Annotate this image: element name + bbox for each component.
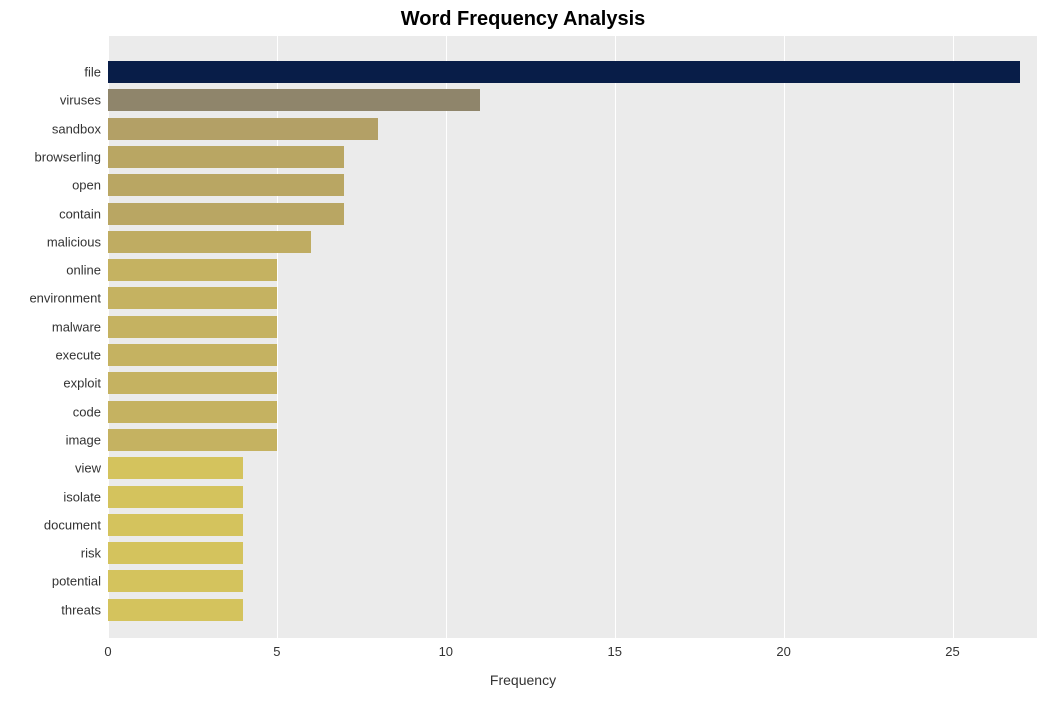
y-label: view <box>75 461 101 476</box>
bar <box>108 372 277 394</box>
bar <box>108 203 344 225</box>
y-label: file <box>84 65 101 80</box>
y-label: viruses <box>60 93 101 108</box>
x-tick-label: 25 <box>945 644 959 659</box>
bar <box>108 89 480 111</box>
bar <box>108 344 277 366</box>
x-tick-label: 10 <box>439 644 453 659</box>
bar <box>108 231 311 253</box>
x-tick-label: 20 <box>776 644 790 659</box>
plot-area <box>108 36 1037 638</box>
y-label: threats <box>61 602 101 617</box>
y-label: malware <box>52 319 101 334</box>
y-label: environment <box>29 291 101 306</box>
bar <box>108 486 243 508</box>
x-tick-label: 0 <box>104 644 111 659</box>
bar <box>108 146 344 168</box>
bar <box>108 287 277 309</box>
bar <box>108 174 344 196</box>
y-label: browserling <box>35 149 101 164</box>
y-label: malicious <box>47 234 101 249</box>
bar <box>108 514 243 536</box>
bar <box>108 118 378 140</box>
grid-line <box>615 36 616 638</box>
y-label: online <box>66 263 101 278</box>
bar <box>108 429 277 451</box>
y-label: risk <box>81 546 101 561</box>
y-label: open <box>72 178 101 193</box>
bar <box>108 61 1020 83</box>
y-label: document <box>44 517 101 532</box>
x-axis-label: Frequency <box>0 672 1046 688</box>
chart-container: Word Frequency Analysis Frequency 0 5 10 15… <box>0 0 1046 701</box>
bar <box>108 457 243 479</box>
grid-line <box>953 36 954 638</box>
y-label: execute <box>55 348 101 363</box>
y-label: exploit <box>63 376 101 391</box>
bar <box>108 570 243 592</box>
y-label: sandbox <box>52 121 101 136</box>
y-label: code <box>73 404 101 419</box>
y-label: contain <box>59 206 101 221</box>
x-tick-label: 15 <box>607 644 621 659</box>
y-label: isolate <box>63 489 101 504</box>
chart-title: Word Frequency Analysis <box>0 8 1046 31</box>
bar <box>108 401 277 423</box>
bar <box>108 599 243 621</box>
y-label: potential <box>52 574 101 589</box>
grid-line <box>446 36 447 638</box>
bar <box>108 542 243 564</box>
bar <box>108 316 277 338</box>
grid-line <box>784 36 785 638</box>
y-label: image <box>66 432 101 447</box>
x-tick-label: 5 <box>273 644 280 659</box>
bar <box>108 259 277 281</box>
